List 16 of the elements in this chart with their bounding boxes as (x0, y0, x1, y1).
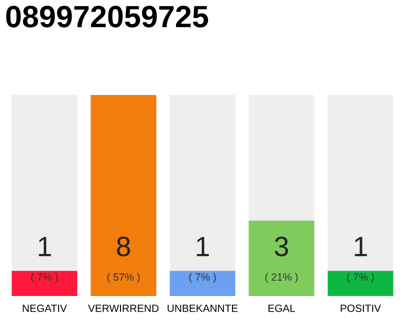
data-label: 3 (274, 236, 288, 256)
x-tick-label: NEGATIV (22, 304, 67, 312)
annotation: ( 7% ) (347, 273, 374, 283)
data-label: 8 (116, 236, 130, 256)
x-tick-label: POSITIV (340, 304, 382, 312)
annotation: ( 57% ) (107, 273, 140, 283)
data-label: 1 (354, 236, 367, 256)
annotation: ( 21% ) (265, 273, 298, 283)
chart-title: 089972059725 (6, 6, 208, 28)
data-label: 1 (196, 236, 209, 256)
x-tick-label: EGAL (268, 304, 296, 312)
x-tick-label: UNBEKANNTE (168, 304, 238, 312)
x-tick-label: VERWIRREND (88, 304, 158, 312)
data-label: 1 (38, 236, 51, 256)
annotation: ( 7% ) (31, 273, 58, 283)
annotation: ( 7% ) (189, 273, 216, 283)
